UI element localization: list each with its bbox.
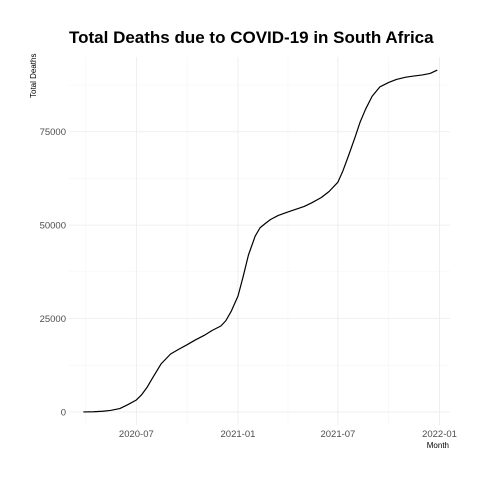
x-axis-label: Month	[427, 441, 449, 450]
x-tick-label: 2020-07	[119, 429, 154, 440]
x-tick-labels: 2020-07 2021-01 2021-07 2022-01	[119, 429, 457, 440]
x-tick-label: 2021-01	[221, 429, 256, 440]
y-axis-label: Total Deaths	[29, 54, 38, 98]
grid	[69, 57, 450, 425]
y-tick-label: 50000	[40, 221, 66, 232]
y-tick-label: 75000	[40, 127, 66, 138]
x-tick-label: 2021-07	[320, 429, 355, 440]
y-tick-label: 25000	[40, 314, 66, 325]
series-line	[83, 69, 438, 413]
y-tick-labels: 0 25000 50000 75000	[40, 127, 66, 418]
series-group	[83, 69, 438, 413]
chart-title: Total Deaths due to COVID-19 in South Af…	[69, 28, 434, 47]
x-tick-label: 2022-01	[422, 429, 457, 440]
y-tick-label: 0	[61, 407, 66, 418]
